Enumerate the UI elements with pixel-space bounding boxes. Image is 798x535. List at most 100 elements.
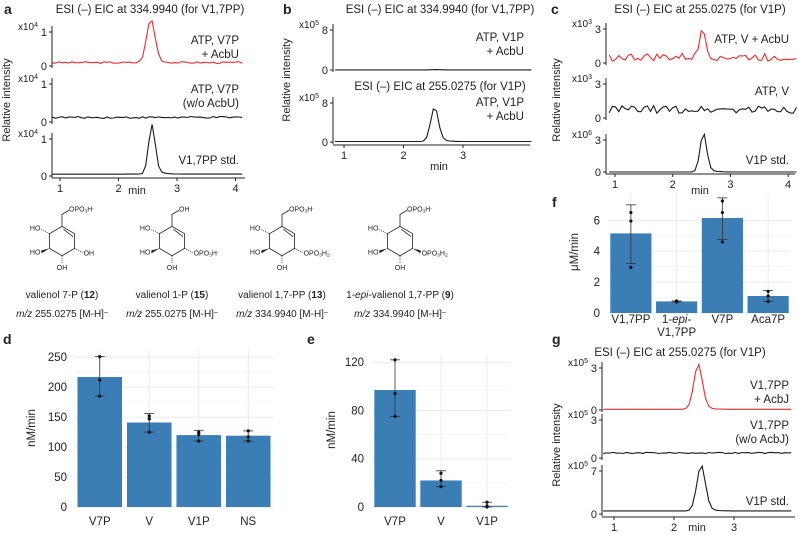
y-scale-base: x10 [572,19,589,30]
substituent-label: OPO3H2 [422,250,448,258]
trace-line-red [608,29,797,62]
data-point [246,429,250,433]
substituent-label: OPO3H- [194,250,219,258]
y-tick-label: 8 [322,98,328,110]
substituent-label-part: OH [167,265,178,272]
compound-mz-part: – [104,309,108,316]
wedge-bond [379,248,388,254]
y-axis-label: nM/min [26,409,38,447]
substituent-label-part: OH [57,265,68,272]
data-point [485,500,489,504]
compound-mz-part: 334.9940 [M-H] [370,309,442,320]
wedge-bond [41,248,50,254]
y-scale-label: x104 [18,22,38,33]
substituent-label-part: OPO [304,250,320,257]
substituent-label-part: 3 [209,253,212,259]
y-tick-label-zero: 0 [591,405,597,417]
x-tick-label-part: NS [240,516,256,528]
trace-label: ATP, V1P [476,32,524,44]
data-point [439,471,443,475]
substituent-label-part: OPO [289,206,305,213]
x-axis-label: min [430,161,448,173]
trace-line-black [52,124,243,175]
trace-line-black [52,115,243,119]
data-point [147,414,151,418]
data-point [393,414,397,419]
x-tick-label-part: 1- [662,314,672,326]
compound-name-part: 15 [194,290,206,301]
compound-name-part: valienol 1,7-PP ( [238,290,312,301]
x-tick-label: 3 [727,179,733,191]
y-tick-label-zero: 0 [591,453,597,465]
y-scale-exponent: 5 [584,410,588,417]
substituent-label-part: 3 [319,253,322,259]
data-point [675,299,679,303]
y-scale-exponent: 6 [588,130,592,137]
substituent-label-part: 3 [85,209,88,215]
substituent-label: OPO3H- [289,206,314,214]
substituent-label: OPO3H- [69,206,94,214]
substituent-label: OPO3H- [407,206,432,214]
substituent-label-part: OPO [69,206,85,213]
y-tick-label: 6 [594,215,600,227]
x-tick-label-part: - [688,314,692,326]
y-tick-label-zero: 0 [595,167,601,179]
trace-label: ATP, V7P [191,35,239,47]
data-point [720,240,724,244]
x-tick-label: 1 [611,522,617,534]
trace-label: V1P std. [746,496,789,508]
substituent-label-part: OPO [194,250,210,257]
y-tick-label: 0 [61,502,67,514]
ring-bonds [159,225,185,257]
data-point [629,219,633,223]
substituent-label-part: 3 [437,253,440,259]
y-tick-label: 50 [54,472,67,484]
bar-1 [656,301,698,313]
y-axis-label: μM/min [569,233,581,271]
data-point [147,417,151,421]
panel-label-g: g [552,331,561,347]
substituent-label: OPO3H2 [304,250,330,258]
data-point [98,354,102,359]
trace-label: ATP, V + AcbU [714,34,789,46]
y-tick-label: 3 [595,79,601,91]
substituent-label-part: - [430,206,432,211]
y-scale-label: x104 [18,74,38,85]
trace-label: + AcbJ [754,394,789,406]
bar-2 [176,435,222,507]
x-tick-label: 1 [341,150,347,162]
trace-line-black [608,104,797,115]
trace-line-red [52,19,243,64]
panel-label-b: b [283,1,292,17]
compound-name: valienol 1,7-PP (13) [238,290,326,301]
x-tick-label: 2 [671,522,677,534]
compound-mz-part: m/z [236,309,252,320]
substituent-label: HO [368,249,379,256]
substituent-label: HO [368,226,379,233]
chromatogram-panel-c: ESI (–) EIC at 255.0275 (for V1P) 1 2 3 4 min… [551,4,797,197]
substituent-label: OH [395,265,406,272]
y-scale-exponent: 4 [34,22,38,29]
compound-mz-part: 334.9940 [M-H] [252,309,324,320]
substituent-label-part: - [92,206,94,211]
y-tick-label-zero: 0 [595,58,601,70]
trace-label: (w/o AcbJ) [735,434,789,446]
trace-line-black [609,132,797,173]
panel-label-f: f [552,194,557,210]
substituent-label-part: OH [395,265,406,272]
compound-name-part: ) [95,290,98,301]
y-scale-base: x10 [299,20,316,31]
compound-name-part: valienol 1-P ( [136,290,195,301]
y-scale-base: x10 [568,410,585,421]
data-point [629,265,633,270]
data-point [147,430,151,434]
compound-mz-part: 255.0275 [M-H] [142,309,214,320]
compound-name-part: valienol 7-P ( [26,290,85,301]
hashed-bond [294,248,303,253]
substituent-label-part: - [217,250,219,255]
